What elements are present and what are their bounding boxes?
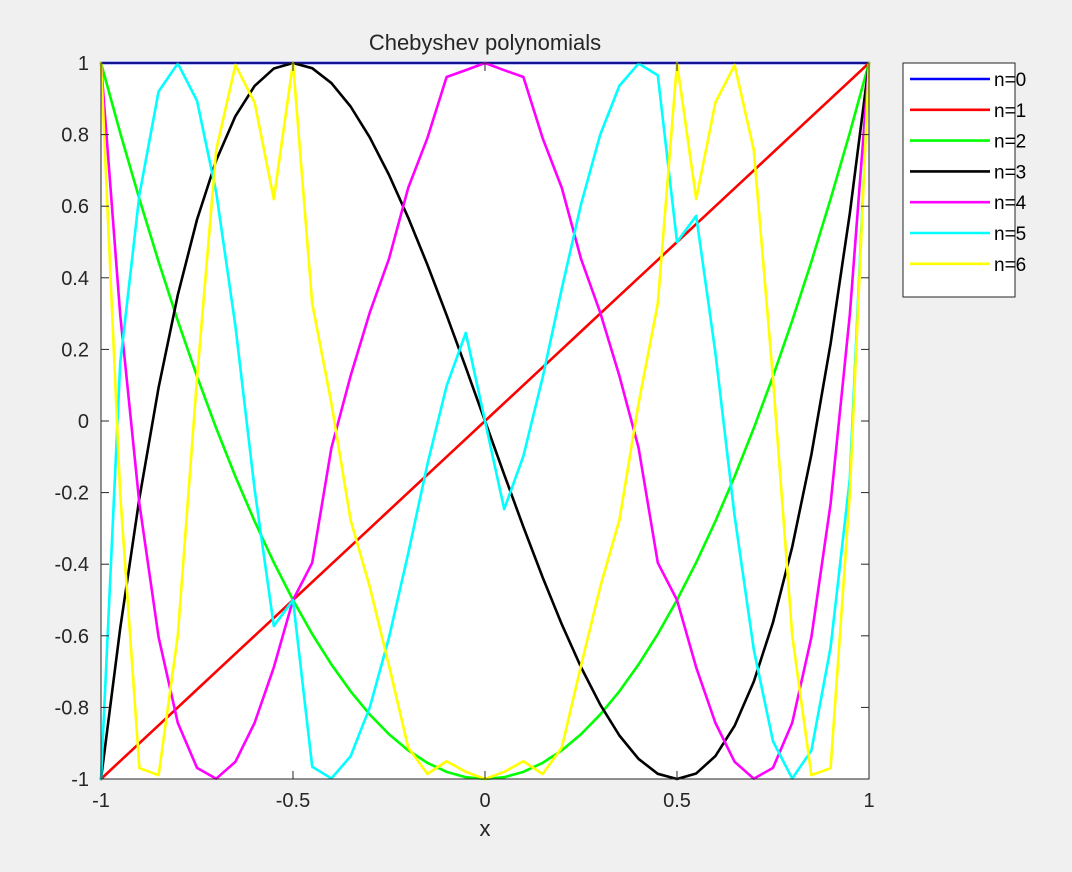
y-tick-label: -0.8 xyxy=(55,697,89,719)
y-tick-label: -0.4 xyxy=(55,554,89,576)
x-tick-label: 0.5 xyxy=(663,790,691,812)
x-tick-label: 1 xyxy=(863,790,874,812)
x-tick-label: 0 xyxy=(479,790,490,812)
y-tick-label: -0.6 xyxy=(55,626,89,648)
x-tick-label: -0.5 xyxy=(276,790,310,812)
y-tick-label: 1 xyxy=(78,53,89,75)
y-tick-label: 0.6 xyxy=(61,196,89,218)
chart-title: Chebyshev polynomials xyxy=(369,30,601,55)
legend-label: n=2 xyxy=(994,132,1026,153)
legend-label: n=4 xyxy=(994,193,1027,214)
legend-items: n=0 n=1 n=2 n=3 n=4 n=5 n=6 xyxy=(910,70,1027,276)
legend-label: n=6 xyxy=(994,255,1026,276)
x-tick-label: -1 xyxy=(92,790,110,812)
ticks-layer: -1 -0.5 0 0.5 1 -1 -0.8 -0.6 -0.4 -0.2 0 0.2 0.4 0.6 0… xyxy=(55,53,875,812)
y-tick-label: 0.8 xyxy=(61,125,89,147)
y-tick-label: 0.2 xyxy=(61,339,89,361)
legend: n=0 n=1 n=2 n=3 n=4 n=5 n=6 xyxy=(902,62,1027,298)
series-line-n-5 xyxy=(99,61,871,781)
x-axis-label: x xyxy=(480,816,491,841)
legend-box xyxy=(902,62,1016,298)
legend-label: n=0 xyxy=(994,70,1026,91)
legend-label: n=5 xyxy=(994,224,1026,245)
y-tick-label: -0.2 xyxy=(55,483,89,505)
y-tick-label: -1 xyxy=(71,769,89,791)
y-tick-label: 0 xyxy=(78,411,89,433)
y-tick-label: 0.4 xyxy=(61,268,89,290)
legend-label: n=3 xyxy=(994,162,1026,183)
legend-label: n=1 xyxy=(994,101,1026,122)
